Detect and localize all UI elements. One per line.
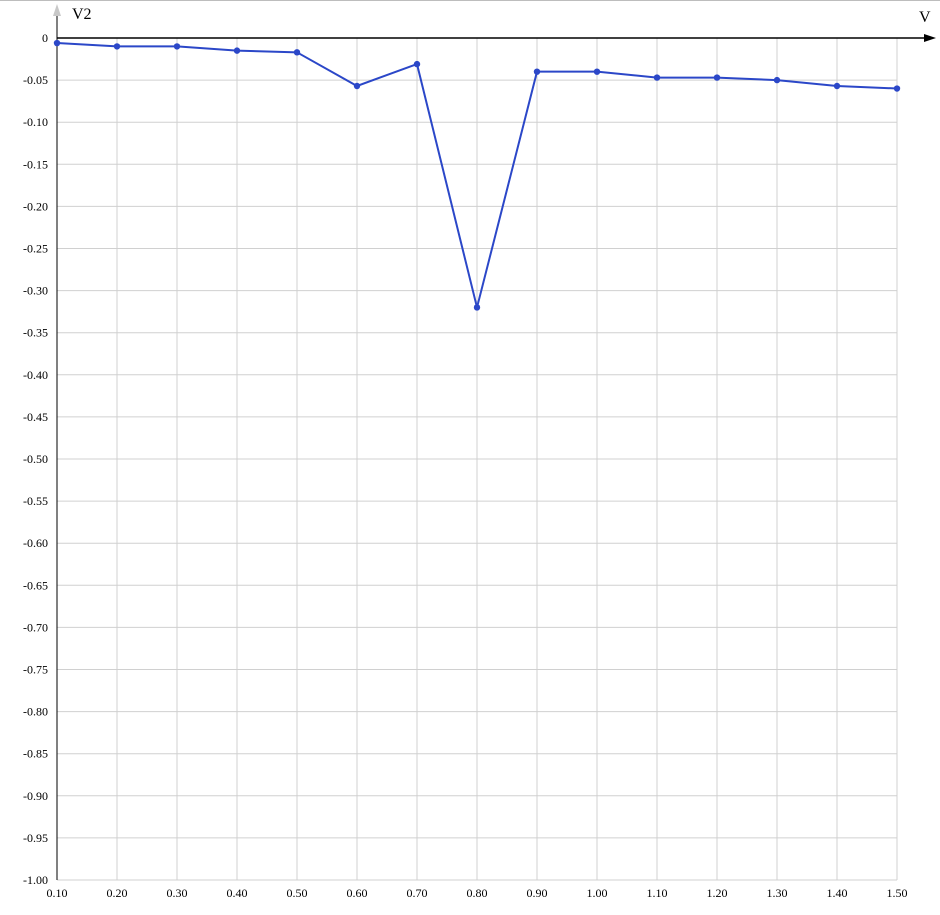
data-point <box>893 85 901 92</box>
data-point <box>473 304 481 311</box>
y-tick-label: -0.35 <box>23 326 48 340</box>
x-axis-title: V <box>919 9 931 26</box>
y-tick-label: -0.05 <box>23 73 48 87</box>
data-point <box>173 43 181 50</box>
data-point <box>353 82 361 90</box>
x-tick-label: 1.40 <box>827 886 848 900</box>
x-tick-label: 0.60 <box>347 886 368 900</box>
data-point <box>653 74 661 81</box>
x-tick-label: 0.70 <box>407 886 428 900</box>
data-point <box>593 68 601 75</box>
data-point <box>533 68 541 75</box>
y-tick-label: -0.80 <box>23 705 48 719</box>
x-tick-label: 1.00 <box>587 886 608 900</box>
data-point <box>113 43 121 50</box>
x-tick-label: 1.20 <box>707 886 728 900</box>
x-tick-labels: 0.10 0.20 0.30 0.40 0.50 0.60 0.70 0.80 0.90 1.00… <box>47 886 908 900</box>
x-tick-label: 0.10 <box>47 886 68 900</box>
axes <box>53 4 936 880</box>
data-point <box>833 82 841 90</box>
x-axis-arrow <box>924 34 936 42</box>
y-tick-label: -0.55 <box>23 494 48 508</box>
x-tick-label: 1.50 <box>887 886 908 900</box>
y-tick-label: -0.30 <box>23 284 48 298</box>
y-tick-label: -0.95 <box>23 831 48 845</box>
data-point <box>233 47 241 54</box>
y-tick-label: -0.25 <box>23 242 48 256</box>
y-tick-labels: 0 -0.05 -0.10 -0.15 -0.20 -0.25 -0.30 -0.35 -0.4… <box>23 31 48 887</box>
x-tick-label: 1.10 <box>647 886 668 900</box>
y-tick-label: -0.60 <box>23 536 48 550</box>
series-group <box>53 39 901 311</box>
y-tick-label: -0.45 <box>23 410 48 424</box>
x-tick-label: 0.90 <box>527 886 548 900</box>
y-tick-label: -0.20 <box>23 199 48 213</box>
x-tick-label: 0.20 <box>107 886 128 900</box>
y-tick-label: -0.40 <box>23 368 48 382</box>
y-tick-label: -0.15 <box>23 157 48 171</box>
data-point <box>53 39 61 47</box>
y-axis-title: V2 <box>72 6 92 23</box>
y-tick-label: -0.70 <box>23 620 48 634</box>
y-tick-label: -0.50 <box>23 452 48 466</box>
data-point <box>293 49 301 56</box>
grid <box>56 37 898 881</box>
y-axis-arrow <box>53 4 61 16</box>
y-tick-label: -0.90 <box>23 789 48 803</box>
data-point <box>413 60 421 68</box>
x-tick-label: 0.30 <box>167 886 188 900</box>
x-tick-label: 0.40 <box>227 886 248 900</box>
data-point <box>713 74 721 81</box>
x-tick-label: 0.50 <box>287 886 308 900</box>
data-point <box>773 76 781 84</box>
y-tick-label: -0.85 <box>23 747 48 761</box>
y-tick-label: -0.10 <box>23 115 48 129</box>
y-tick-label: -0.75 <box>23 663 48 677</box>
y-tick-label: -0.65 <box>23 578 48 592</box>
x-tick-label: 0.80 <box>467 886 488 900</box>
y-tick-label: 0 <box>42 31 48 45</box>
y-tick-label: -1.00 <box>23 873 48 887</box>
x-tick-label: 1.30 <box>767 886 788 900</box>
